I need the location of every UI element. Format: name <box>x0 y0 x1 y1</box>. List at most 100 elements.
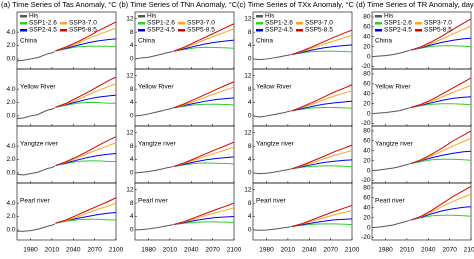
legend-swatch <box>256 22 263 25</box>
region-label: Yellow River <box>256 84 292 91</box>
y-tick-label: 0 <box>367 224 371 231</box>
y-tick-label: 8 <box>248 86 252 93</box>
series-line <box>55 21 117 52</box>
region-label: China <box>256 38 273 45</box>
series-line <box>291 50 353 56</box>
panel-frame <box>16 68 117 127</box>
legend-swatch <box>138 29 145 32</box>
series-line <box>55 45 117 52</box>
series-line <box>291 218 353 228</box>
series-line <box>55 136 117 167</box>
region-label: Pearl river <box>375 198 405 205</box>
y-tick-label: 0 <box>130 170 134 177</box>
y-tick-label: 60 <box>363 24 371 31</box>
series-line <box>252 110 291 118</box>
region-label: China <box>138 38 155 45</box>
series-line <box>410 18 472 51</box>
y-tick-label: 0 <box>130 56 134 63</box>
x-tick-label: 2100 <box>345 247 360 254</box>
x-tick-label: 2040 <box>184 247 199 254</box>
y-tick-label: 60 <box>363 81 371 88</box>
y-tick-label: 12 <box>244 15 252 22</box>
panel-frame <box>16 182 117 241</box>
y-tick-label: 8 <box>130 143 134 150</box>
legend-label: SSP3-7.0 <box>424 20 452 27</box>
y-tick-label: 4 <box>130 42 134 49</box>
y-tick-label: 0.0 <box>6 113 15 120</box>
x-tick-label: 2040 <box>302 247 317 254</box>
y-tick-label: 20 <box>363 100 371 107</box>
y-tick-label: 4.0 <box>6 200 15 207</box>
series-line <box>173 221 235 226</box>
y-tick-label: 8 <box>130 29 134 36</box>
region-label: Yangtze river <box>138 141 177 148</box>
y-tick-label: 80 <box>363 14 371 21</box>
y-tick-label: 0 <box>248 56 252 63</box>
series-line <box>55 160 116 167</box>
y-tick-label: 4.0 <box>6 29 15 36</box>
y-tick-label: 20 <box>363 157 371 164</box>
y-tick-label: -20 <box>361 63 371 70</box>
y-tick-label: 12 <box>244 72 252 79</box>
y-tick-label: -20 <box>361 120 371 127</box>
region-label: Yellow River <box>375 84 411 91</box>
chart-title: (d) Time Series of TR Anomaly, days <box>356 0 474 9</box>
y-tick-label: 0 <box>367 110 371 117</box>
legend-swatch <box>296 22 303 25</box>
legend-swatch <box>375 22 382 25</box>
series-line <box>55 38 117 52</box>
legend-label: SSP2-4.5 <box>384 27 412 34</box>
y-tick-label: 0 <box>248 113 252 120</box>
x-tick-label: 2040 <box>421 247 436 254</box>
y-tick-label: 0.0 <box>6 227 15 234</box>
x-tick-label: 1980 <box>378 247 393 254</box>
y-tick-label: 80 <box>363 71 371 78</box>
series-line <box>410 77 472 109</box>
legend-swatch <box>60 29 67 32</box>
legend-swatch <box>296 29 303 32</box>
region-label: Yellow River <box>138 84 174 91</box>
y-tick-label: 0 <box>130 227 134 234</box>
series-line <box>291 144 353 170</box>
x-tick-label: 1980 <box>23 247 38 254</box>
panel-frame <box>252 68 353 127</box>
series-line <box>173 202 235 226</box>
series-line <box>291 44 353 56</box>
legend-swatch <box>138 22 145 25</box>
series-line <box>55 152 117 167</box>
x-tick-label: 2100 <box>464 247 474 254</box>
series-line <box>291 34 353 56</box>
y-tick-label: -20 <box>361 177 371 184</box>
series-line <box>410 186 472 221</box>
series-line <box>55 142 117 167</box>
y-tick-label: 80 <box>363 185 371 192</box>
region-label: Yellow River <box>20 84 56 91</box>
series-line <box>371 49 410 58</box>
legend-label: SSP2-4.5 <box>265 27 293 34</box>
x-tick-label: 2040 <box>66 247 81 254</box>
series-line <box>410 193 472 221</box>
series-line <box>55 197 117 224</box>
y-tick-label: 40 <box>363 91 371 98</box>
x-tick-label: 2070 <box>442 247 457 254</box>
chart-title: (a) Time Series of Tas Anomaly, °C <box>1 0 117 9</box>
y-tick-label: 8 <box>248 143 252 150</box>
y-tick-label: 20 <box>363 43 371 50</box>
legend-swatch <box>178 29 185 32</box>
x-tick-label: 2010 <box>400 247 415 254</box>
y-tick-label: 0 <box>367 167 371 174</box>
x-tick-label: 2010 <box>163 247 178 254</box>
y-tick-label: 4 <box>248 156 252 163</box>
y-tick-label: 4 <box>130 156 134 163</box>
legend-label: SSP5-8.5 <box>187 27 215 34</box>
series-line <box>252 226 291 231</box>
x-tick-label: 2100 <box>109 247 124 254</box>
x-tick-label: 2070 <box>87 247 102 254</box>
panel-frame <box>134 182 235 241</box>
y-tick-label: 12 <box>126 72 134 79</box>
y-tick-label: 8 <box>130 86 134 93</box>
legend-label: SSP1-2.6 <box>147 20 175 27</box>
panel-frame <box>16 125 117 184</box>
y-tick-label: 0 <box>248 170 252 177</box>
x-tick-label: 1980 <box>141 247 156 254</box>
